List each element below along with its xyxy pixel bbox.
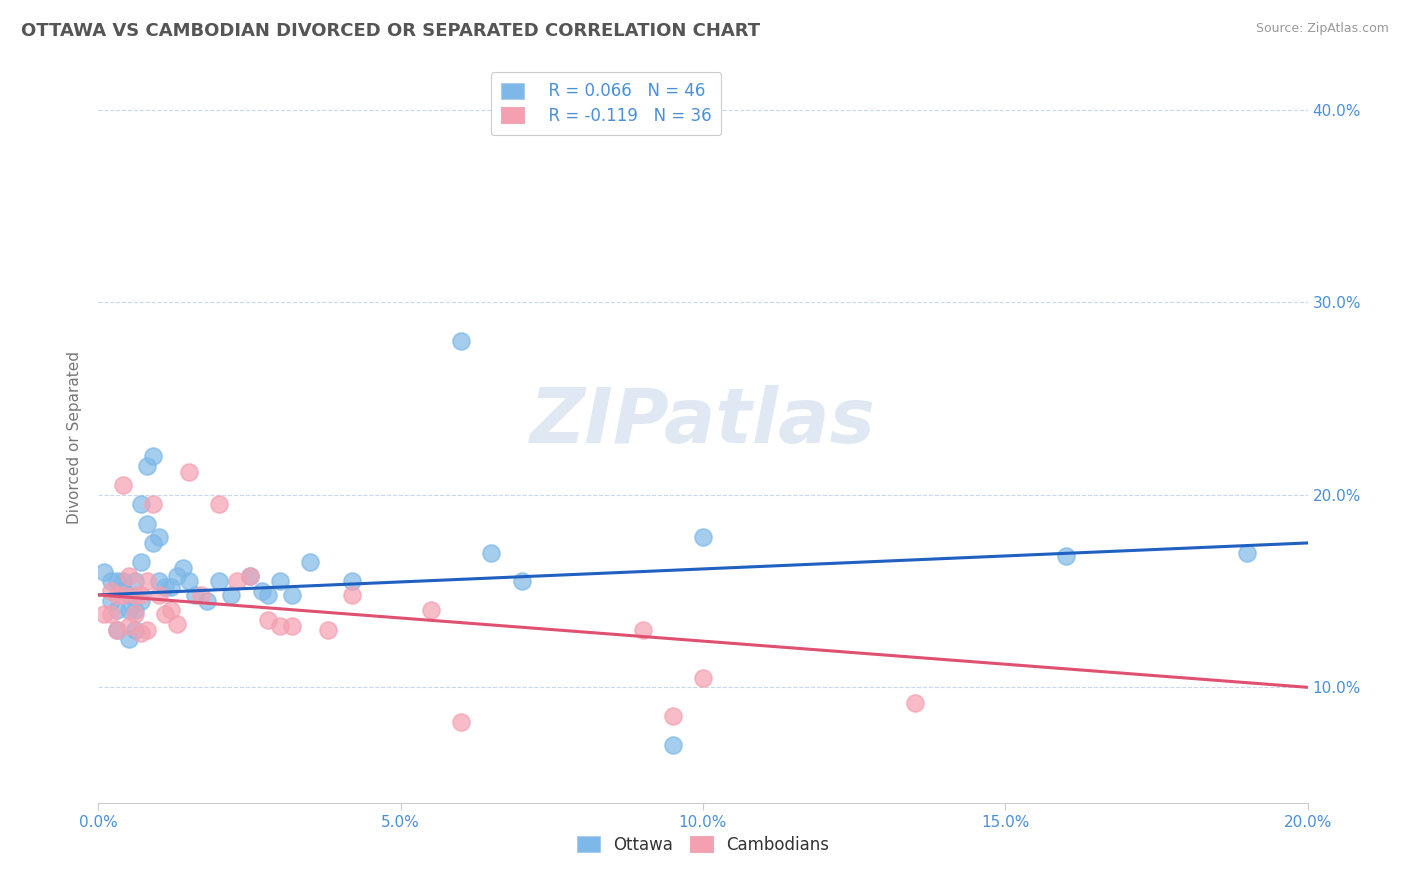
- Point: [221, 588, 243, 602]
- Text: ZIPatlas: ZIPatlas: [530, 385, 876, 459]
- Point: [105, 588, 128, 602]
- Point: [250, 584, 273, 599]
- Point: [226, 574, 249, 589]
- Point: [111, 588, 134, 602]
- Y-axis label: Divorced or Separated: Divorced or Separated: [67, 351, 83, 524]
- Point: [148, 530, 170, 544]
- Point: [111, 584, 134, 599]
- Point: [135, 574, 157, 589]
- Point: [661, 738, 683, 752]
- Point: [179, 574, 201, 589]
- Point: [166, 616, 188, 631]
- Point: [118, 618, 141, 632]
- Point: [135, 516, 157, 531]
- Point: [100, 574, 122, 589]
- Point: [450, 334, 472, 348]
- Point: [124, 623, 146, 637]
- Point: [118, 588, 141, 602]
- Point: [148, 574, 170, 589]
- Point: [118, 632, 141, 647]
- Point: [195, 593, 218, 607]
- Point: [342, 574, 364, 589]
- Text: OTTAWA VS CAMBODIAN DIVORCED OR SEPARATED CORRELATION CHART: OTTAWA VS CAMBODIAN DIVORCED OR SEPARATE…: [21, 22, 761, 40]
- Point: [160, 603, 183, 617]
- Point: [239, 568, 262, 582]
- Point: [904, 696, 927, 710]
- Point: [184, 588, 207, 602]
- Point: [135, 458, 157, 473]
- Point: [692, 671, 714, 685]
- Point: [124, 574, 146, 589]
- Point: [111, 574, 134, 589]
- Point: [129, 555, 152, 569]
- Point: [93, 607, 115, 622]
- Point: [1054, 549, 1077, 564]
- Point: [208, 574, 231, 589]
- Point: [1236, 545, 1258, 559]
- Point: [142, 536, 165, 550]
- Point: [450, 714, 472, 729]
- Point: [172, 561, 194, 575]
- Point: [142, 498, 165, 512]
- Point: [100, 607, 122, 622]
- Point: [179, 465, 201, 479]
- Point: [118, 568, 141, 582]
- Point: [269, 574, 291, 589]
- Point: [111, 478, 134, 492]
- Point: [153, 580, 176, 594]
- Point: [166, 568, 188, 582]
- Legend: Ottawa, Cambodians: Ottawa, Cambodians: [569, 829, 837, 860]
- Point: [148, 588, 170, 602]
- Point: [105, 574, 128, 589]
- Point: [124, 588, 146, 602]
- Point: [510, 574, 533, 589]
- Point: [692, 530, 714, 544]
- Point: [129, 593, 152, 607]
- Point: [256, 588, 278, 602]
- Point: [316, 623, 339, 637]
- Point: [153, 607, 176, 622]
- Point: [105, 603, 128, 617]
- Point: [135, 623, 157, 637]
- Text: Source: ZipAtlas.com: Source: ZipAtlas.com: [1256, 22, 1389, 36]
- Point: [100, 593, 122, 607]
- Point: [93, 565, 115, 579]
- Point: [160, 580, 183, 594]
- Point: [190, 588, 212, 602]
- Point: [142, 450, 165, 464]
- Point: [661, 709, 683, 723]
- Point: [129, 626, 152, 640]
- Point: [105, 623, 128, 637]
- Point: [105, 623, 128, 637]
- Point: [100, 584, 122, 599]
- Point: [420, 603, 443, 617]
- Point: [124, 603, 146, 617]
- Point: [256, 613, 278, 627]
- Point: [281, 588, 304, 602]
- Point: [281, 618, 304, 632]
- Point: [631, 623, 654, 637]
- Point: [481, 545, 503, 559]
- Point: [129, 498, 152, 512]
- Point: [239, 568, 262, 582]
- Point: [118, 603, 141, 617]
- Point: [299, 555, 322, 569]
- Point: [208, 498, 231, 512]
- Point: [342, 588, 364, 602]
- Point: [129, 588, 152, 602]
- Point: [124, 607, 146, 622]
- Point: [269, 618, 291, 632]
